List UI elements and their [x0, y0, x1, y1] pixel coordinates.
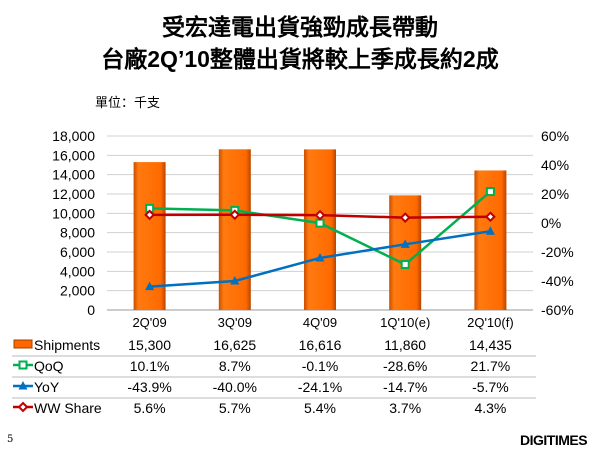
- table-cell: -5.7%: [472, 379, 509, 395]
- left-tick-label: 2,000: [60, 283, 95, 299]
- left-tick-label: 8,000: [60, 225, 95, 241]
- point-ww-share: [144, 209, 156, 221]
- chart: 0 2,000 4,000 6,000 8,000 10,000 12,000 14,000 1…: [12, 128, 574, 416]
- legend-key-marker: [17, 401, 29, 413]
- left-tick-label: 10,000: [52, 205, 95, 221]
- table-cell: 16,625: [213, 337, 256, 353]
- legend-key-marker: [18, 381, 28, 390]
- table-cell: 14,435: [469, 337, 512, 353]
- point-yoy: [400, 239, 410, 248]
- category-label: 2Q'09: [132, 315, 166, 330]
- table-cell: -24.1%: [298, 379, 342, 395]
- table-cell: 5.7%: [219, 400, 251, 416]
- point-ww-share: [314, 209, 326, 221]
- table-cell: -28.6%: [383, 358, 427, 374]
- title-line-1: 受宏達電出貨強勁成長帶動: [162, 14, 438, 40]
- point-qoq: [315, 218, 325, 228]
- table-cell: 3.7%: [389, 400, 421, 416]
- table-cell: 11,860: [384, 337, 426, 353]
- category-label: 1Q'10(e): [380, 315, 430, 330]
- right-tick-label: -60%: [541, 302, 574, 318]
- page-number: 5: [7, 434, 14, 445]
- category-label: 2Q'10(f): [467, 315, 514, 330]
- point-yoy: [485, 226, 495, 235]
- right-tick-label: 0%: [541, 215, 561, 231]
- table-cell: 4.3%: [474, 400, 506, 416]
- table-cell: -0.1%: [302, 358, 339, 374]
- legend-label: WW Share: [34, 400, 102, 416]
- unit-label: 單位：千支: [95, 95, 161, 110]
- table-cell: 8.7%: [219, 358, 251, 374]
- left-tick-label: 12,000: [52, 186, 95, 202]
- point-ww-share: [229, 209, 241, 221]
- left-tick-label: 0: [87, 302, 95, 318]
- left-tick-label: 4,000: [60, 263, 95, 279]
- table-cell: 15,300: [128, 337, 171, 353]
- category-label: 4Q'09: [303, 315, 337, 330]
- table-cell: 16,616: [299, 337, 342, 353]
- left-tick-label: 6,000: [60, 244, 95, 260]
- point-ww-share: [399, 212, 411, 224]
- right-tick-label: 40%: [541, 157, 569, 173]
- left-tick-label: 14,000: [52, 167, 95, 183]
- point-ww-share: [484, 211, 496, 223]
- right-tick-label: -40%: [541, 273, 574, 289]
- point-qoq: [400, 259, 410, 269]
- table-cell: 5.6%: [134, 400, 166, 416]
- table-cell: 5.4%: [304, 400, 336, 416]
- legend-key-marker: [18, 360, 28, 370]
- left-tick-label: 18,000: [52, 128, 95, 144]
- left-tick-label: 16,000: [52, 147, 95, 163]
- legend-label: QoQ: [34, 358, 64, 374]
- bar-shipments: [218, 149, 251, 310]
- table-cell: 10.1%: [130, 358, 170, 374]
- legend-label: YoY: [34, 379, 60, 395]
- point-yoy: [230, 276, 240, 285]
- table-cell: 21.7%: [471, 358, 511, 374]
- right-tick-label: 20%: [541, 186, 569, 202]
- table-cell: -40.0%: [213, 379, 257, 395]
- title-line-2: 台廠2Q’10整體出貨將較上季成長約2成: [101, 46, 499, 72]
- point-qoq: [485, 187, 495, 197]
- legend-key-shipments: [13, 339, 33, 349]
- digitimes-logo: DIGITIMES: [520, 432, 588, 448]
- legend-label: Shipments: [34, 337, 100, 353]
- category-label: 3Q'09: [218, 315, 252, 330]
- point-yoy: [315, 252, 325, 262]
- right-tick-label: -20%: [541, 244, 574, 260]
- table-cell: -14.7%: [383, 379, 427, 395]
- point-yoy: [145, 281, 155, 291]
- table-cell: -43.9%: [127, 379, 171, 395]
- right-tick-label: 60%: [541, 128, 569, 144]
